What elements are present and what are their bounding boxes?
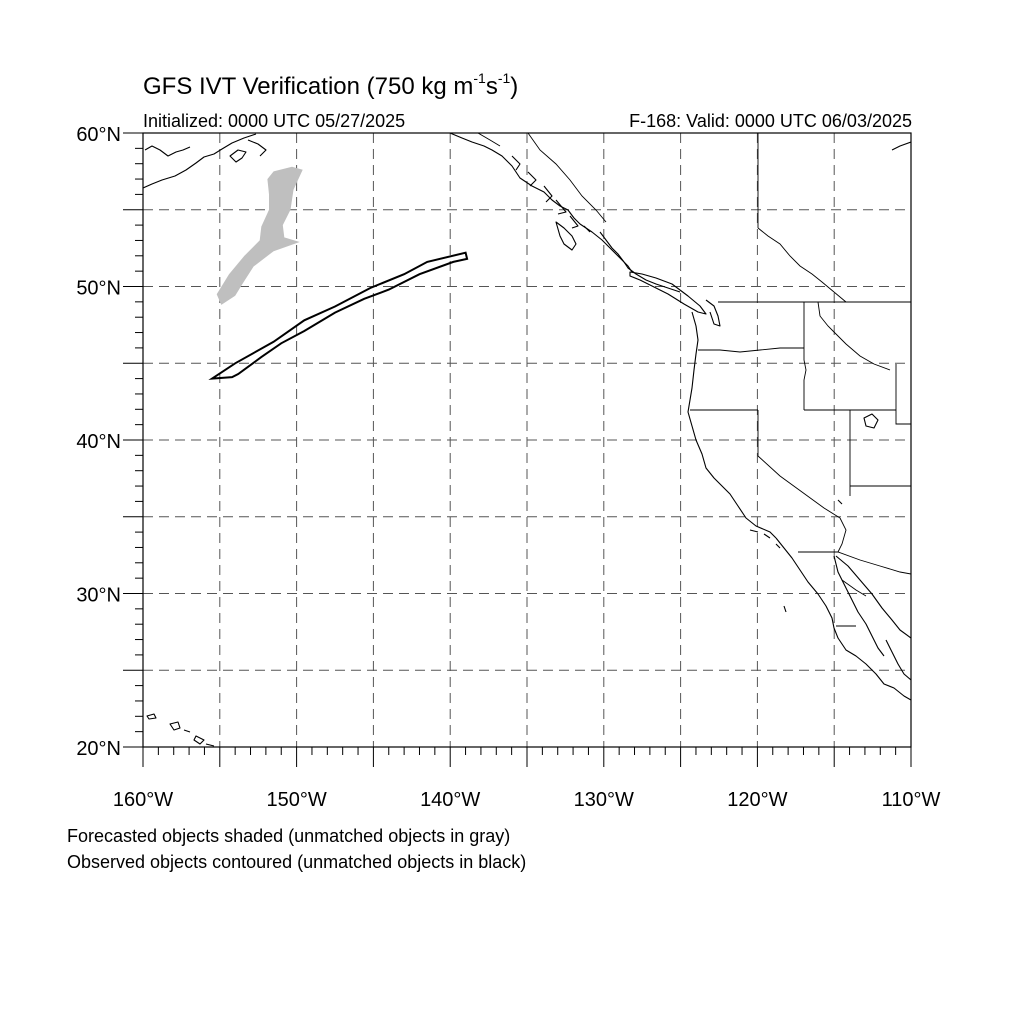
lon-tick-label: 150°W — [266, 789, 326, 811]
coastline-mexico-mainland — [885, 639, 911, 681]
border-alaska-canada — [527, 133, 607, 223]
salton-sea — [837, 499, 843, 505]
axis-labels: 60°N 50°N 40°N 30°N 20°N 160°W 150°W 140°W 130°W… — [76, 124, 940, 811]
coastline-gulf-of-alaska — [449, 133, 633, 273]
lon-tick-label: 140°W — [420, 789, 480, 811]
coastline-alaska-aleutians — [143, 133, 257, 189]
coastline-puget-sound — [705, 299, 721, 327]
border-idaho-wyoming — [895, 364, 911, 425]
observed-legend-note: Observed objects contoured (unmatched ob… — [67, 852, 527, 872]
lat-tick-label: 50°N — [76, 278, 121, 300]
ivt-objects — [208, 166, 469, 380]
observed-object-unmatched — [208, 251, 469, 380]
coastline-hawaii — [146, 713, 215, 747]
coastline-haida-gwaii — [555, 221, 577, 251]
lat-tick-label: 30°N — [76, 585, 121, 607]
lat-tick-label: 20°N — [76, 738, 121, 760]
coastline-channel-islands — [749, 529, 787, 613]
valid-time: F-168: Valid: 0000 UTC 06/03/2025 — [629, 111, 912, 131]
coastline-gulf-of-california — [833, 555, 911, 657]
border-washington-oregon — [698, 347, 804, 353]
coastline-baja-west — [775, 537, 911, 701]
border-oregon-idaho — [803, 348, 807, 410]
political-boundaries — [477, 133, 911, 627]
lon-tick-label: 130°W — [574, 789, 634, 811]
lon-tick-label: 160°W — [113, 789, 173, 811]
border-bc-alberta — [757, 227, 847, 303]
great-salt-lake — [863, 413, 879, 429]
forecast-legend-note: Forecasted objects shaded (unmatched obj… — [67, 826, 511, 846]
coastline-kodiak — [229, 149, 247, 163]
coastline-us-west — [687, 311, 777, 539]
coastline-cook-inlet — [247, 139, 267, 157]
border-us-mexico — [798, 551, 911, 575]
chart-title: GFS IVT Verification (750 kg m-1s-1) — [143, 70, 519, 100]
border-idaho-montana — [817, 301, 891, 371]
lat-tick-label: 40°N — [76, 431, 121, 453]
coastline-hudson-bay-edge — [891, 141, 911, 151]
coastline-bc-coast — [599, 231, 681, 293]
border-alaska-interior — [477, 133, 501, 147]
border-california-nevada — [757, 410, 841, 519]
coastline-vancouver-island — [629, 271, 707, 315]
forecast-object-unmatched — [216, 166, 303, 305]
border-arizona-california — [837, 517, 847, 553]
axis-ticks — [123, 132, 912, 767]
graticule-grid — [143, 133, 911, 747]
lon-tick-label: 110°W — [882, 789, 941, 811]
border-baja-sonora — [841, 579, 867, 597]
initialized-time: Initialized: 0000 UTC 05/27/2025 — [143, 111, 406, 131]
coastline-alexander-archipelago — [511, 155, 591, 233]
lat-tick-label: 60°N — [76, 124, 121, 146]
lon-tick-label: 120°W — [727, 789, 787, 811]
coastlines — [143, 133, 911, 747]
